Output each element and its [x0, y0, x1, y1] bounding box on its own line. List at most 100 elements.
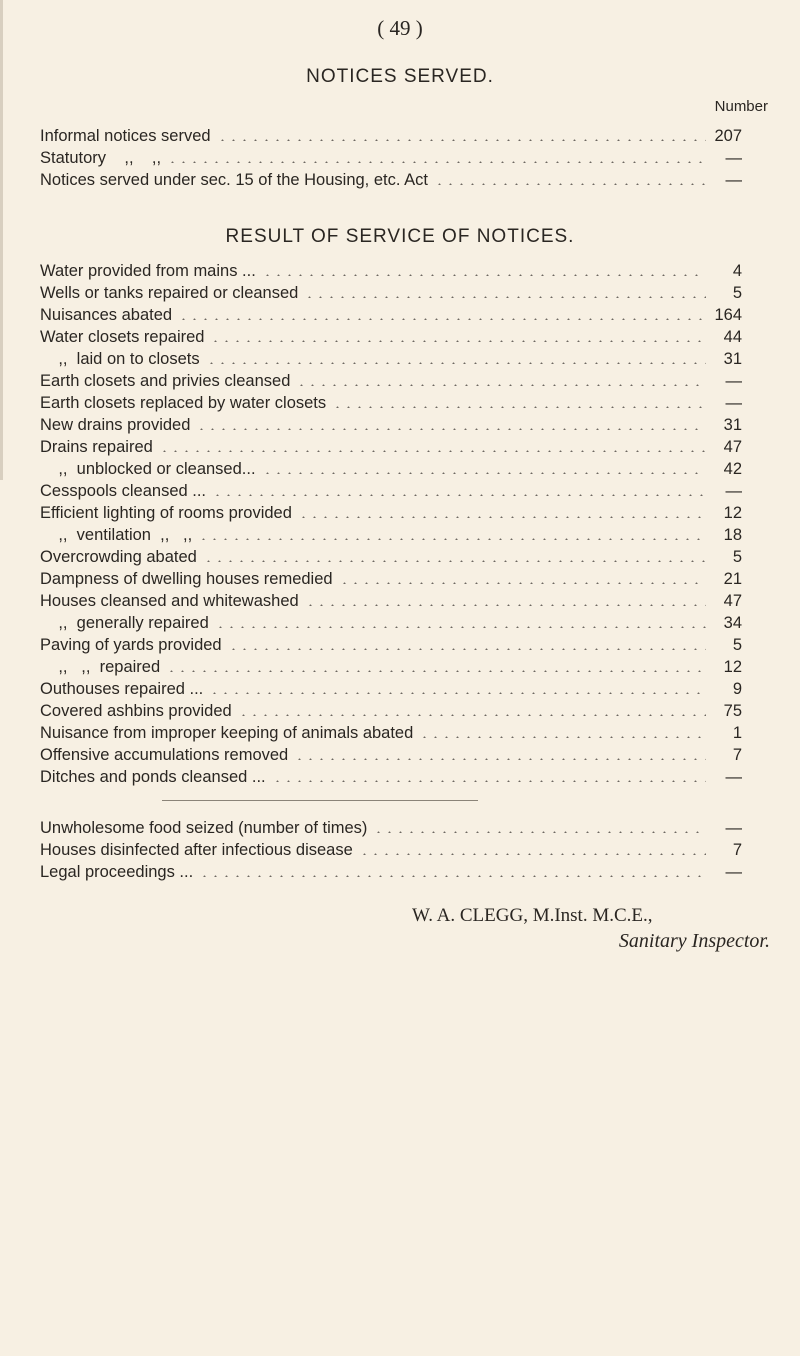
- dot-leader: [419, 736, 706, 738]
- row-label: Notices served under sec. 15 of the Hous…: [40, 171, 428, 189]
- table-row: Houses cleansed and whitewashed 47: [40, 590, 742, 612]
- row-label: Earth closets replaced by water closets: [40, 394, 327, 412]
- row-value: —: [725, 372, 743, 390]
- dot-leader: [167, 161, 706, 163]
- dot-leader: [237, 714, 706, 716]
- row-value: 7: [732, 841, 742, 859]
- table-row: Cesspools cleansed ... —: [40, 480, 742, 502]
- page-number: ( 49 ): [377, 16, 423, 40]
- row-value: 31: [723, 416, 742, 434]
- dot-leader: [304, 296, 706, 298]
- dot-leader: [214, 626, 706, 628]
- table-row: Offensive accumulations removed 7: [40, 744, 742, 766]
- table-row: New drains provided 31: [40, 414, 742, 436]
- dot-leader: [205, 362, 706, 364]
- row-label: Wells or tanks repaired or cleansed: [40, 284, 299, 302]
- dot-leader: [271, 780, 706, 782]
- dot-leader: [373, 831, 706, 833]
- table-row: Ditches and ponds cleansed ... —: [40, 766, 742, 788]
- signature-name: W. A. CLEGG, M.Inst. M.C.E.,: [412, 905, 653, 926]
- row-value: 164: [714, 306, 742, 324]
- row-label: Houses cleansed and whitewashed: [40, 592, 299, 610]
- dot-leader: [216, 139, 706, 141]
- row-label: Legal proceedings ...: [40, 863, 194, 881]
- row-label: Offensive accumulations removed: [40, 746, 289, 764]
- table-row: Dampness of dwelling houses remedied 21: [40, 568, 742, 590]
- dot-leader: [209, 692, 706, 694]
- row-value: 34: [723, 614, 742, 632]
- dot-leader: [338, 582, 706, 584]
- row-value: 1: [732, 724, 742, 742]
- row-value: —: [725, 171, 743, 189]
- row-value: 5: [732, 284, 742, 302]
- table-row: Water closets repaired 44: [40, 326, 742, 348]
- table-row: ,, generally repaired 34: [40, 612, 742, 634]
- row-label: Paving of yards provided: [40, 636, 222, 654]
- dot-leader: [210, 340, 706, 342]
- row-label: Statutory ,, ,,: [40, 149, 162, 167]
- table-row: Statutory ,, ,, —: [40, 147, 742, 169]
- row-label: New drains provided: [40, 416, 191, 434]
- table-row: ,, unblocked or cleansed... 42: [40, 458, 742, 480]
- row-label: Water closets repaired: [40, 328, 205, 346]
- row-value: 207: [714, 127, 742, 145]
- row-value: 42: [723, 460, 742, 478]
- row-label: Drains repaired: [40, 438, 153, 456]
- dot-leader: [158, 450, 706, 452]
- row-value: 5: [732, 636, 742, 654]
- row-value: —: [725, 482, 743, 500]
- row-value: 44: [723, 328, 742, 346]
- row-value: 4: [732, 262, 742, 280]
- row-value: —: [725, 768, 743, 786]
- row-value: 12: [723, 504, 742, 522]
- table-row: Legal proceedings ... —: [40, 861, 742, 883]
- dot-leader: [212, 494, 706, 496]
- table-row: ,, laid on to closets 31: [40, 348, 742, 370]
- table-row: Covered ashbins provided 75: [40, 700, 742, 722]
- row-value: 31: [723, 350, 742, 368]
- dot-leader: [196, 428, 706, 430]
- table-row: Paving of yards provided 5: [40, 634, 742, 656]
- dot-leader: [178, 318, 706, 320]
- table-row: ,, ventilation ,, ,, 18: [40, 524, 742, 546]
- row-label: Houses disinfected after infectious dise…: [40, 841, 353, 859]
- table-row: Efficient lighting of rooms provided 12: [40, 502, 742, 524]
- row-value: 9: [732, 680, 742, 698]
- table-row: Houses disinfected after infectious dise…: [40, 839, 742, 861]
- dot-leader: [296, 384, 706, 386]
- row-value: —: [725, 863, 743, 881]
- row-label: Nuisances abated: [40, 306, 173, 324]
- divider: [162, 800, 478, 801]
- row-value: 18: [723, 526, 742, 544]
- table-row: Wells or tanks repaired or cleansed 5: [40, 282, 742, 304]
- row-value: —: [725, 394, 743, 412]
- row-label: Ditches and ponds cleansed ...: [40, 768, 266, 786]
- dot-leader: [294, 758, 706, 760]
- dot-leader: [227, 648, 706, 650]
- row-label: ,, generally repaired: [40, 614, 209, 632]
- dot-leader: [166, 670, 706, 672]
- table-row: Informal notices served 207: [40, 125, 742, 147]
- dot-leader: [261, 274, 706, 276]
- table-row: ,, ,, repaired 12: [40, 656, 742, 678]
- dot-leader: [261, 472, 706, 474]
- column-header-number: Number: [714, 98, 768, 115]
- row-value: 21: [723, 570, 742, 588]
- row-value: 75: [723, 702, 742, 720]
- row-value: 5: [732, 548, 742, 566]
- row-label: Nuisance from improper keeping of animal…: [40, 724, 414, 742]
- row-value: 47: [723, 438, 742, 456]
- table-row: Nuisance from improper keeping of animal…: [40, 722, 742, 744]
- dot-leader: [297, 516, 706, 518]
- row-label: Cesspools cleansed ...: [40, 482, 207, 500]
- row-label: Dampness of dwelling houses remedied: [40, 570, 333, 588]
- table-row: Drains repaired 47: [40, 436, 742, 458]
- table-row: Earth closets and privies cleansed —: [40, 370, 742, 392]
- row-label: ,, laid on to closets: [40, 350, 200, 368]
- table-row: Earth closets replaced by water closets —: [40, 392, 742, 414]
- table-row: Nuisances abated 164: [40, 304, 742, 326]
- row-label: Informal notices served: [40, 127, 211, 145]
- row-label: ,, ,, repaired: [40, 658, 161, 676]
- row-label: Water provided from mains ...: [40, 262, 256, 280]
- table-row: Overcrowding abated 5: [40, 546, 742, 568]
